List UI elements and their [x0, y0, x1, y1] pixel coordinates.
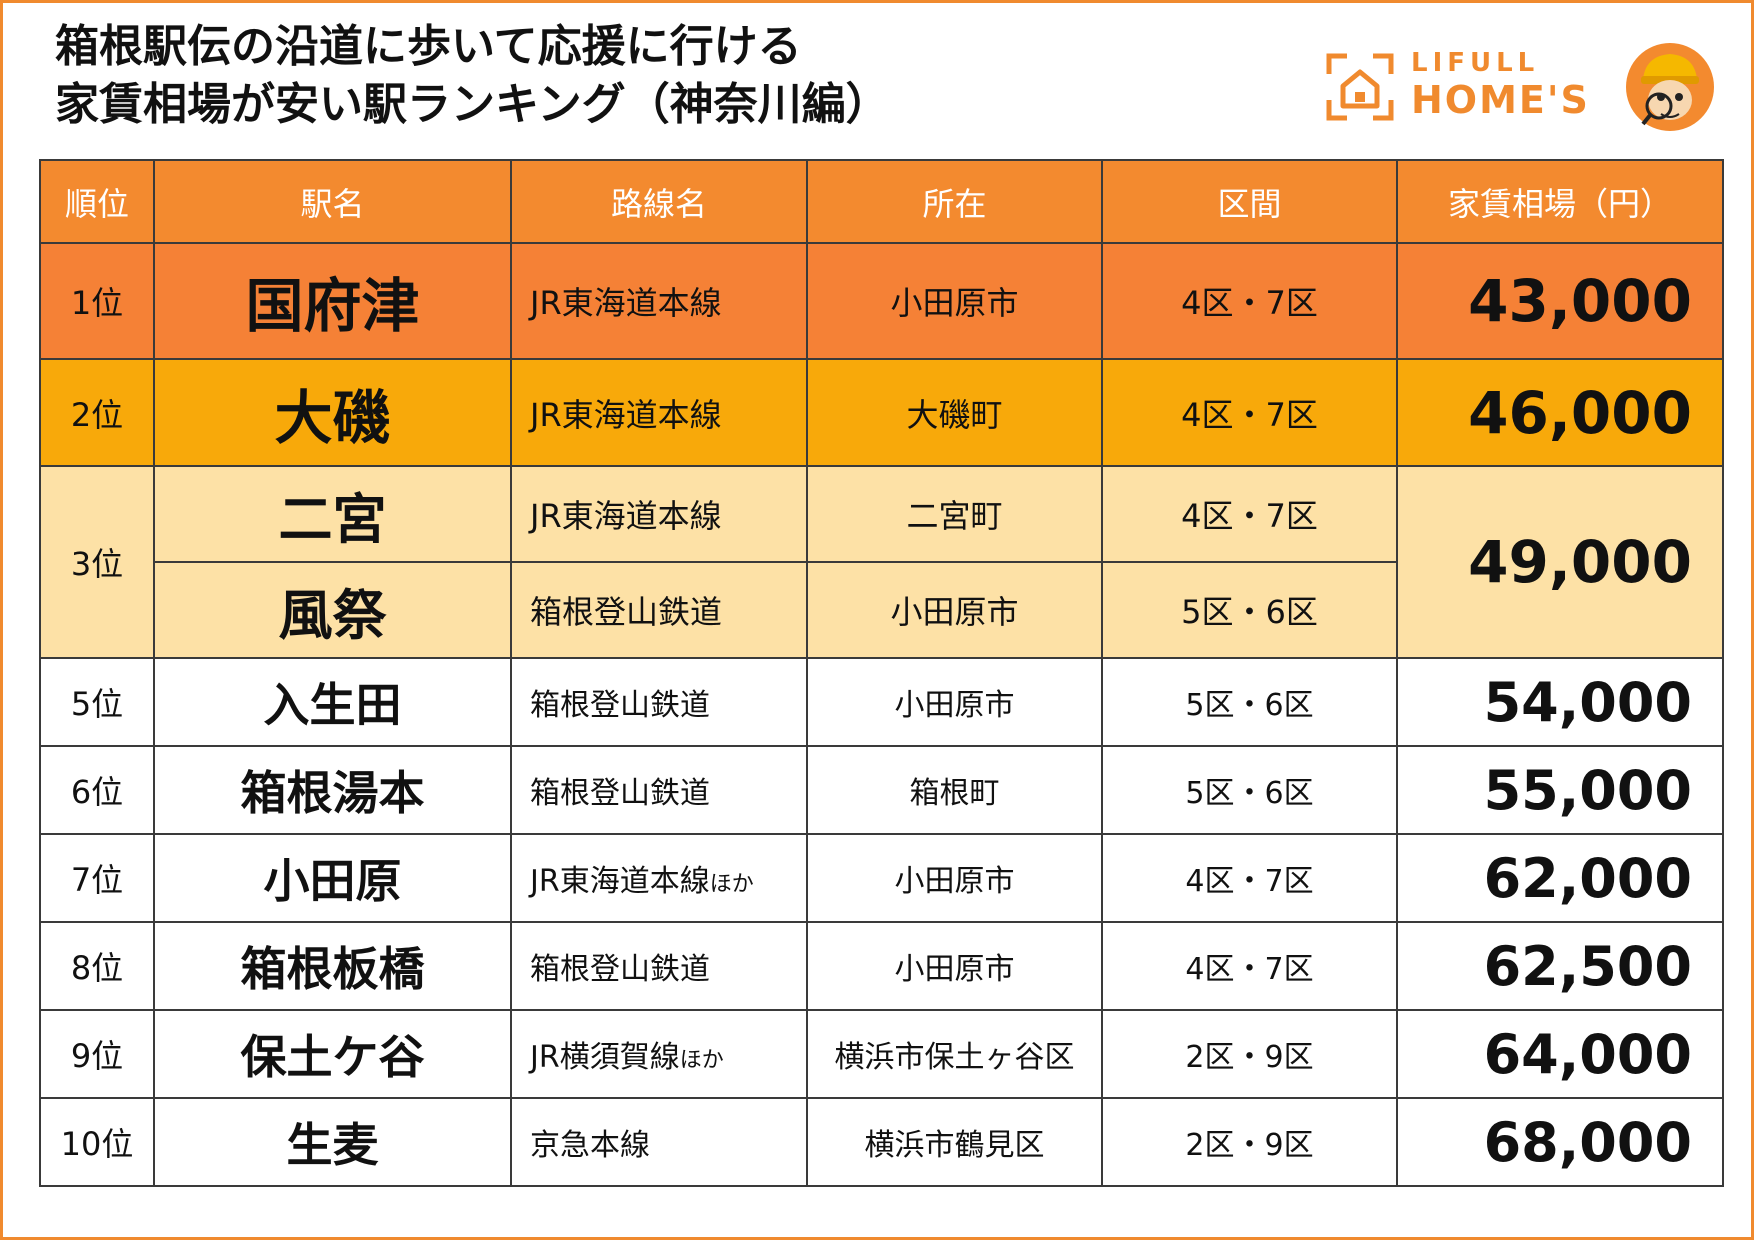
line-suffix: ほか [679, 1048, 724, 1073]
station-cell: 国府津 [153, 242, 512, 360]
table-row: 風祭 箱根登山鉄道 小田原市 5区・6区 [40, 561, 1723, 659]
rent-cell: 64,000 [1396, 1009, 1724, 1099]
line-name: JR東海道本線 [530, 284, 722, 322]
line-name: JR東海道本線 [530, 497, 722, 535]
line-cell: JR東海道本線 [510, 465, 808, 563]
title-line-2: 家賃相場が安い駅ランキング（神奈川編） [55, 79, 890, 130]
table-row: 1位 国府津 JR東海道本線 小田原市 4区・7区 43,000 [39, 242, 1724, 360]
title-line-1: 箱根駅伝の沿道に歩いて応援に行ける [55, 21, 802, 72]
station-cell: 保土ケ谷 [153, 1009, 512, 1099]
location-cell: 小田原市 [806, 833, 1103, 923]
rank-cell: 10位 [39, 1097, 155, 1187]
table-row: 9位 保土ケ谷 JR横須賀線ほか 横浜市保土ヶ谷区 2区・9区 64,000 [39, 1009, 1724, 1099]
line-cell: 箱根登山鉄道 [510, 921, 808, 1011]
line-suffix: ほか [709, 872, 754, 897]
mascot-detective-icon [1626, 43, 1714, 131]
line-name: 箱根登山鉄道 [530, 593, 723, 631]
header-rank: 順位 [39, 159, 155, 244]
section-cell: 5区・6区 [1101, 561, 1398, 659]
line-cell: JR東海道本線ほか [510, 833, 808, 923]
rent-cell: 62,500 [1396, 921, 1724, 1011]
header-location: 所在 [806, 159, 1103, 244]
location-cell: 小田原市 [806, 921, 1103, 1011]
rank-cell: 8位 [39, 921, 155, 1011]
table-row: 3位 二宮 JR東海道本線 二宮町 4区・7区 49,000 [39, 465, 1724, 659]
line-name: 箱根登山鉄道 [530, 952, 710, 987]
line-name: 京急本線 [530, 1128, 650, 1163]
rank-cell: 7位 [39, 833, 155, 923]
rent-cell: 55,000 [1396, 745, 1724, 835]
location-cell: 横浜市保土ヶ谷区 [806, 1009, 1103, 1099]
rent-cell: 54,000 [1396, 657, 1724, 747]
table-row: 2位 大磯 JR東海道本線 大磯町 4区・7区 46,000 [39, 358, 1724, 467]
location-cell: 二宮町 [806, 465, 1103, 563]
header-line: 路線名 [510, 159, 808, 244]
location-cell: 大磯町 [806, 358, 1103, 467]
station-cell: 入生田 [153, 657, 512, 747]
location-cell: 横浜市鶴見区 [806, 1097, 1103, 1187]
station-cell: 大磯 [153, 358, 512, 467]
rent-cell: 43,000 [1396, 242, 1724, 360]
rank-cell: 1位 [39, 242, 155, 360]
line-cell: JR横須賀線ほか [510, 1009, 808, 1099]
header-rent: 家賃相場（円） [1396, 159, 1724, 244]
rank-cell: 2位 [39, 358, 155, 467]
station-cell: 生麦 [153, 1097, 512, 1187]
location-cell: 小田原市 [806, 242, 1103, 360]
table-row: 7位 小田原 JR東海道本線ほか 小田原市 4区・7区 62,000 [39, 833, 1724, 923]
section-cell: 2区・9区 [1101, 1097, 1398, 1187]
station-cell: 二宮 [153, 465, 512, 563]
section-cell: 4区・7区 [1101, 921, 1398, 1011]
brand-homes: HOME'S [1411, 78, 1590, 122]
line-name: JR東海道本線 [530, 864, 710, 899]
line-name: JR東海道本線 [530, 395, 722, 434]
line-cell: 箱根登山鉄道 [510, 561, 808, 659]
table-row: 5位 入生田 箱根登山鉄道 小田原市 5区・6区 54,000 [39, 657, 1724, 747]
rent-cell: 49,000 [1396, 465, 1724, 659]
location-cell: 小田原市 [806, 657, 1103, 747]
section-cell: 4区・7区 [1101, 465, 1398, 563]
section-cell: 4区・7区 [1101, 833, 1398, 923]
section-cell: 4区・7区 [1101, 358, 1398, 467]
page-title: 箱根駅伝の沿道に歩いて応援に行ける 家賃相場が安い駅ランキング（神奈川編） [55, 18, 890, 134]
rank-cell: 6位 [39, 745, 155, 835]
location-cell: 箱根町 [806, 745, 1103, 835]
rank-cell: 9位 [39, 1009, 155, 1099]
rent-cell: 46,000 [1396, 358, 1724, 467]
line-cell: 京急本線 [510, 1097, 808, 1187]
header-section: 区間 [1101, 159, 1398, 244]
section-cell: 4区・7区 [1101, 242, 1398, 360]
line-name: JR横須賀線 [530, 1040, 680, 1075]
rent-cell: 68,000 [1396, 1097, 1724, 1187]
station-cell: 箱根湯本 [153, 745, 512, 835]
section-cell: 5区・6区 [1101, 657, 1398, 747]
section-cell: 2区・9区 [1101, 1009, 1398, 1099]
house-icon [1326, 53, 1394, 121]
line-cell: 箱根登山鉄道 [510, 745, 808, 835]
section-cell: 5区・6区 [1101, 745, 1398, 835]
station-cell: 箱根板橋 [153, 921, 512, 1011]
ranking-table: 順位 駅名 路線名 所在 区間 家賃相場（円） 1位 国府津 JR東海道本線 小… [39, 159, 1724, 1187]
line-cell: 箱根登山鉄道 [510, 657, 808, 747]
line-name: 箱根登山鉄道 [530, 776, 710, 811]
line-cell: JR東海道本線 [510, 242, 808, 360]
station-cell: 小田原 [153, 833, 512, 923]
table-row: 10位 生麦 京急本線 横浜市鶴見区 2区・9区 68,000 [39, 1097, 1724, 1187]
rank-cell: 5位 [39, 657, 155, 747]
lifull-homes-logo: LIFULL HOME'S [1325, 42, 1730, 137]
location-cell: 小田原市 [806, 561, 1103, 659]
table-row: 8位 箱根板橋 箱根登山鉄道 小田原市 4区・7区 62,500 [39, 921, 1724, 1011]
rank-cell: 3位 [39, 465, 155, 659]
header-station: 駅名 [153, 159, 512, 244]
brand-lifull: LIFULL [1411, 48, 1540, 78]
line-name: 箱根登山鉄道 [530, 688, 710, 723]
station-cell: 風祭 [153, 561, 512, 659]
table-header-row: 順位 駅名 路線名 所在 区間 家賃相場（円） [39, 159, 1724, 244]
table-row: 6位 箱根湯本 箱根登山鉄道 箱根町 5区・6区 55,000 [39, 745, 1724, 835]
rent-cell: 62,000 [1396, 833, 1724, 923]
line-cell: JR東海道本線 [510, 358, 808, 467]
